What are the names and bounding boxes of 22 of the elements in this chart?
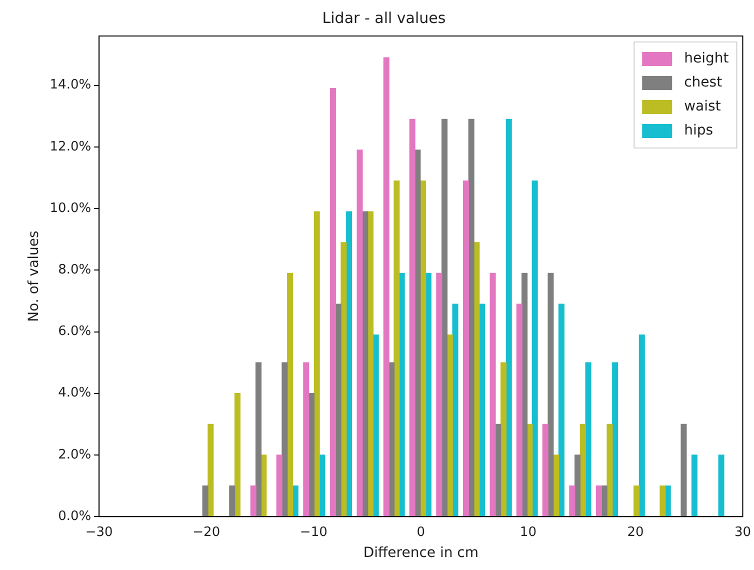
x-tick-label: 30 xyxy=(734,524,751,540)
y-axis-title: No. of values xyxy=(26,230,42,322)
y-tick-label: 12.0% xyxy=(50,139,92,154)
y-tick-label: 6.0% xyxy=(58,324,92,340)
x-tick-label: −30 xyxy=(85,524,113,540)
legend-label: chest xyxy=(684,74,723,91)
legend-label: height xyxy=(684,50,730,67)
y-tick-label: 8.0% xyxy=(58,262,92,278)
y-tick-label: 10.0% xyxy=(50,200,92,216)
x-tick-label: 0 xyxy=(416,524,426,540)
y-tick-label: 2.0% xyxy=(58,447,92,462)
x-tick-label: 20 xyxy=(627,524,644,540)
chart-title: Lidar - all values xyxy=(322,8,446,27)
legend-label: hips xyxy=(684,122,714,139)
legend-label: waist xyxy=(684,98,722,115)
x-tick-label: −10 xyxy=(300,524,328,540)
y-tick-label: 0.0% xyxy=(58,508,92,524)
y-tick-label: 14.0% xyxy=(50,78,92,93)
y-tick-label: 4.0% xyxy=(58,386,92,401)
x-axis-title: Difference in cm xyxy=(363,545,478,562)
x-tick-label: 10 xyxy=(520,524,536,540)
x-tick-label: −20 xyxy=(192,524,220,540)
